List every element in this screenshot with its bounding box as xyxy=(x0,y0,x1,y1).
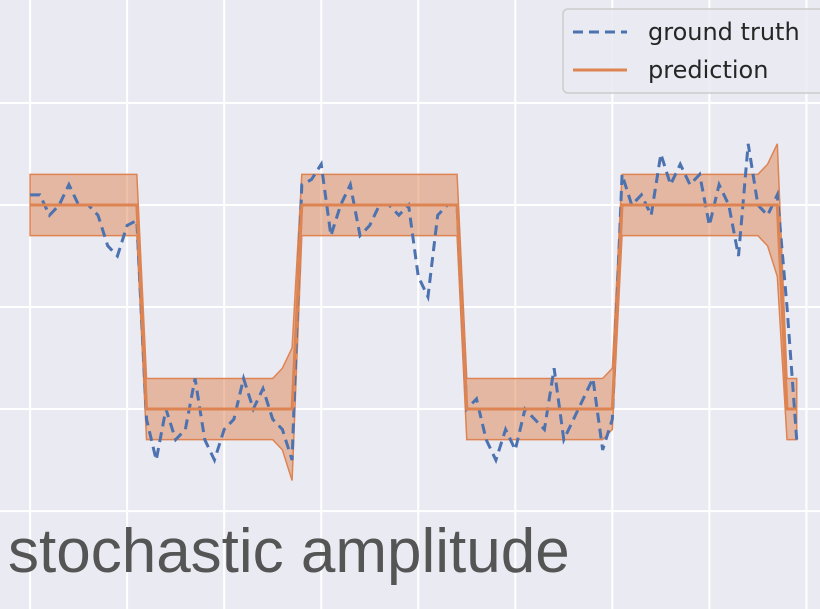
legend-label: ground truth xyxy=(648,18,800,46)
legend-label: prediction xyxy=(648,56,768,84)
chart-title: stochastic amplitude xyxy=(8,517,570,586)
series-line xyxy=(30,143,799,465)
legend-box xyxy=(562,8,820,94)
series-line xyxy=(30,203,797,411)
